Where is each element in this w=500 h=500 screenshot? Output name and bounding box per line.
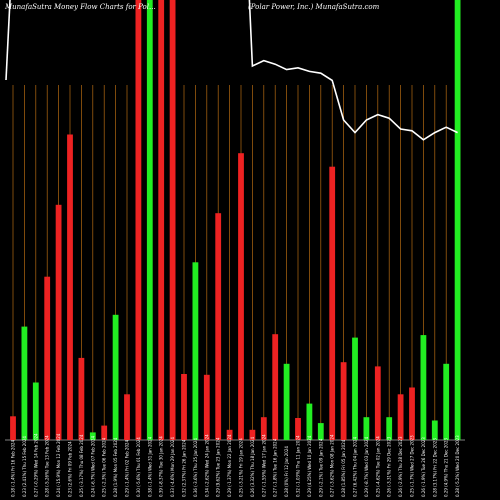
bar-10 [112, 314, 119, 440]
bar-23 [260, 417, 267, 440]
x-tick-label: 0.38 (-1.4%) Wed 31 Jan 2024 [147, 436, 152, 497]
x-tick-label: 0.26 (-3.31%) Fri 29 Dec 2023 [387, 436, 392, 497]
x-tick-label: 0.29 (-1.4%) Fri 02 Feb 2024 [125, 439, 130, 497]
bar-11 [124, 394, 130, 440]
bar-4 [44, 276, 51, 440]
bars [10, 0, 461, 440]
bar-29 [329, 166, 336, 440]
price-line-layer [5, 0, 458, 141]
bar-36 [409, 387, 415, 440]
bar-9 [101, 425, 108, 440]
bar-32 [363, 417, 370, 440]
x-tick-label: 0.27 (-1.8%) Tue 16 Jan 2024 [273, 438, 278, 497]
bar-12 [135, 0, 142, 440]
bar-28 [317, 423, 324, 440]
x-tick-label: 0.32 (2.37%) Fri 26 Jan 2024 [182, 439, 187, 497]
x-tick-label: 0.29 (-8.7%) Wed 03 Jan 2024 [364, 436, 369, 497]
x-tick-label: 0.26 (-1.9%) Tue 26 Dec 2023 [421, 437, 426, 497]
x-tick-label: 0.25 (-3.21%) Fri 19 Jan 2024 [239, 438, 244, 497]
bar-22 [249, 429, 256, 440]
bar-14 [158, 0, 165, 440]
bar-30 [340, 362, 347, 440]
x-tick-label: 0.28 (3.17%) Fri 22 Dec 2023 [432, 438, 437, 497]
price-line [248, 0, 458, 141]
x-tick-label: 0.26 (-2.9%) Thu 28 Dec 2023 [398, 436, 403, 497]
bar-15 [169, 0, 176, 440]
bar-7 [78, 357, 85, 440]
x-tick-label: 0.24 (-15.9%) Mon 12 Feb 2024 [56, 433, 61, 497]
bar-6 [67, 134, 73, 440]
x-tick-label: 0.27 (-3.62%) Mon 08 Jan 2024 [330, 434, 335, 497]
x-tick-label: 0.24 (-6.7%) Wed 07 Feb 2024 [90, 435, 95, 497]
x-tick-label: 0.27 (-0.29%) Wed 14 Feb 2024 [33, 433, 38, 497]
x-tick-label: 0.26 (3.32%) Thu 18 Jan 2024 [250, 437, 255, 497]
bar-37 [420, 335, 427, 440]
x-tick-label: 0.23 (2.41%) Thu 15 Feb 2024 [22, 436, 27, 497]
price-line-start [5, 0, 11, 81]
x-tick-label: 0.28 (1.85%) Fri 05 Jan 2024 [341, 439, 346, 497]
x-tick-label: 0.27 (-1.55%) Wed 17 Jan 2024 [261, 434, 266, 497]
x-tick-label: 0.33 (-4.6%) Mon 29 Jan 2024 [170, 437, 175, 497]
bar-34 [386, 417, 393, 440]
bar-38 [431, 420, 438, 440]
x-tick-label: 0.39 (-8.37%) Tue 30 Jan 2024 [159, 436, 164, 497]
x-tick-label: 0.25 (-4.62%) Tue 02 Jan 2024 [375, 436, 380, 497]
bar-1 [10, 416, 16, 440]
bar-17 [192, 262, 199, 440]
x-tick-label: 0.36 (-3.6%) Thu 25 Jan 2024 [193, 438, 198, 497]
x-tick-label: 0.29 (4.25%) Wed 10 Jan 2024 [307, 435, 312, 497]
bar-18 [203, 374, 210, 440]
x-tick-label: 0.23 (2.6%) Fri 09 Feb 2024 [68, 441, 73, 497]
x-tick-labels: 0.18 (-1.4%) Fri 16 Feb 2024 0.23 (2.41%)… [11, 433, 461, 497]
x-tick-label: 0.18 (-1.4%) Fri 16 Feb 2024 [11, 439, 16, 497]
chart-title-left: MunafaSutra Money Flow Charts for Pol... [4, 3, 156, 11]
bar-35 [397, 394, 404, 440]
bar-19 [215, 213, 222, 440]
x-tick-label: 0.29 (-1.37%) Mon 22 Jan 2024 [227, 434, 232, 497]
x-tick-label: 0.30 (-5.6%) Thu 01 Feb 2024 [136, 437, 141, 497]
grid-lines [12, 85, 458, 440]
x-tick-label: 0.32 (-1.03%) Thu 11 Jan 2024 [296, 435, 301, 497]
bar-25 [283, 363, 290, 440]
x-tick-label: 0.29 (9.62%) Tue 23 Jan 2024 [216, 437, 221, 497]
x-tick-label: 0.28 (-5.26%) Tue 13 Feb 2024 [45, 435, 50, 497]
bar-24 [272, 334, 279, 440]
bar-8 [89, 432, 96, 440]
x-tick-label: 0.34 (-2.62%) Wed 24 Jan 2024 [204, 434, 209, 497]
bar-33 [374, 366, 381, 440]
x-tick-label: 0.29 (-2.1%) Tue 09 Jan 2024 [318, 438, 323, 497]
bar-39 [443, 363, 450, 440]
bar-26 [295, 418, 301, 440]
bar-20 [226, 429, 233, 440]
bar-31 [352, 337, 358, 440]
bar-2 [21, 326, 28, 440]
x-tick-label: 0.28 (1.9%) Mon 05 Feb 2024 [113, 437, 118, 497]
bar-13 [146, 0, 153, 440]
x-tick-label: 0.28 (-5.2%) Wed 20 Dec 2023 [455, 435, 460, 497]
bar-5 [55, 204, 62, 440]
x-tick-label: 0.25 (-2.3%) Tue 06 Feb 2024 [102, 437, 107, 497]
bar-27 [306, 403, 313, 440]
bar-21 [238, 153, 244, 440]
bar-16 [181, 374, 187, 440]
x-tick-label: 0.25 (-3.17%) Thu 08 Feb 2024 [79, 434, 84, 497]
x-tick-label: 0.28 (0%) Fri 12 Jan 2024 [284, 446, 289, 497]
bar-40 [454, 0, 461, 440]
bar-3 [32, 382, 39, 440]
x-tick-label: 0.25 (-1.7%) Wed 27 Dec 2023 [410, 435, 415, 497]
x-tick-label: 0.27 (6.42%) Thu 04 Jan 2024 [353, 437, 358, 497]
x-tick-label: 0.29 (4.9%) Thu 21 Dec 2023 [444, 437, 449, 497]
chart-title-right: (Polar Power, Inc.) MunafaSutra.com [248, 3, 380, 11]
